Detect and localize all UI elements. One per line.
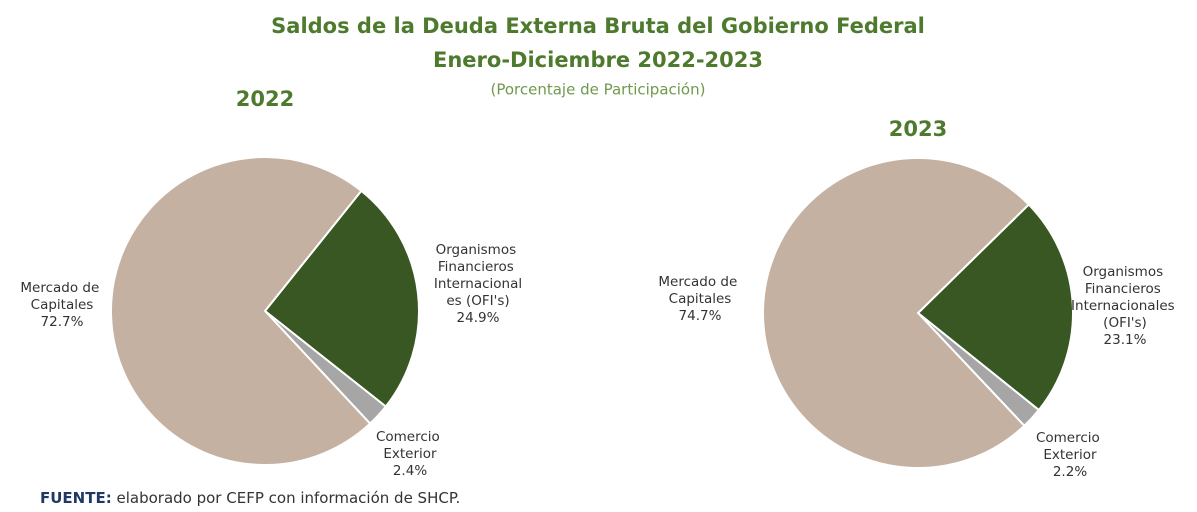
label-line: es (OFI's) xyxy=(446,293,509,309)
value-label: 74.7% xyxy=(679,308,722,324)
label-line: Comercio xyxy=(376,429,444,445)
label-line: Capitales xyxy=(669,291,732,307)
chart-subtitle: (Porcentaje de Participación) xyxy=(491,81,706,99)
pie-title: 2022 xyxy=(236,87,294,111)
value-label: 24.9% xyxy=(457,310,500,326)
pie-slice xyxy=(110,156,372,466)
pie-title: 2023 xyxy=(889,117,947,141)
label-line: Capitales xyxy=(31,297,94,313)
slice-label: Comercio Exterior xyxy=(1036,430,1104,463)
label-line: Mercado de xyxy=(20,280,103,296)
label-line: Internacional xyxy=(434,276,522,292)
value-label: 2.4% xyxy=(393,463,427,479)
label-line: Organismos xyxy=(436,242,521,258)
label-line: Comercio xyxy=(1036,430,1104,446)
slice-label: Mercado de Capitales xyxy=(20,280,103,313)
pie-slice xyxy=(916,203,1074,412)
pie-slice xyxy=(263,189,420,408)
slice-label: Comercio Exterior xyxy=(376,429,444,462)
source-label: FUENTE: xyxy=(40,489,112,507)
chart-title: Saldos de la Deuda Externa Bruta del Gob… xyxy=(271,14,925,38)
pie-slice xyxy=(762,157,1031,469)
label-line: Financieros xyxy=(438,259,518,275)
value-label: 2.2% xyxy=(1053,464,1087,480)
label-line: Internacionales xyxy=(1071,298,1179,314)
label-line: Organismos xyxy=(1083,264,1168,280)
slice-label: Organismos Financieros Internacionales (… xyxy=(1071,264,1179,331)
label-line: (OFI's) xyxy=(1103,315,1147,331)
chart-title: Enero-Diciembre 2022-2023 xyxy=(433,48,763,72)
label-line: Financieros xyxy=(1085,281,1165,297)
value-label: 23.1% xyxy=(1104,332,1147,348)
label-line: Exterior xyxy=(1043,447,1097,463)
label-line: Mercado de xyxy=(658,274,741,290)
value-label: 72.7% xyxy=(41,314,84,330)
slice-label: Mercado de Capitales xyxy=(658,274,741,307)
label-line: Exterior xyxy=(383,446,437,462)
source-text: elaborado por CEFP con información de SH… xyxy=(117,489,461,507)
source-note: FUENTE: elaborado por CEFP con informaci… xyxy=(40,489,460,507)
